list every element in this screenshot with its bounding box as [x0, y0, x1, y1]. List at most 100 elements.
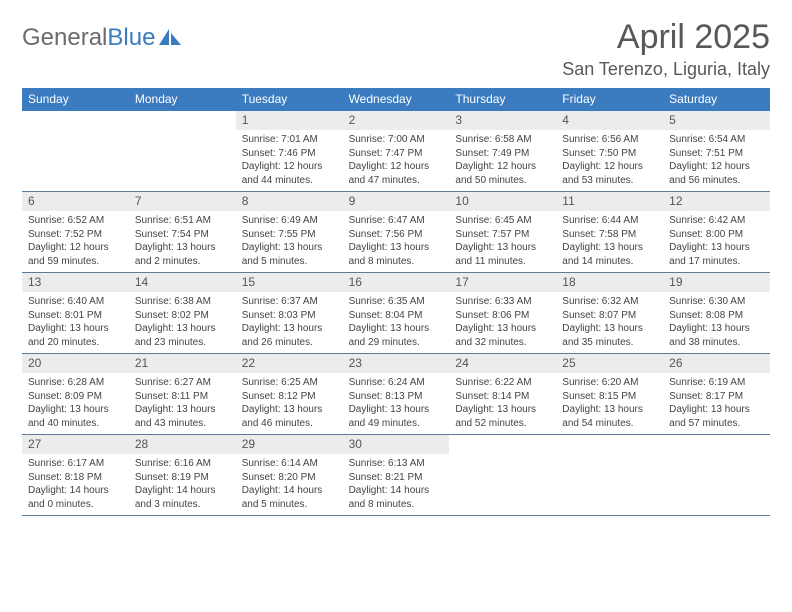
day-cell: 1Sunrise: 7:01 AMSunset: 7:46 PMDaylight…	[236, 111, 343, 191]
day-cell: 9Sunrise: 6:47 AMSunset: 7:56 PMDaylight…	[343, 192, 450, 272]
sunrise-text: Sunrise: 6:33 AM	[455, 295, 550, 309]
day-cell: 14Sunrise: 6:38 AMSunset: 8:02 PMDayligh…	[129, 273, 236, 353]
day-cell: 17Sunrise: 6:33 AMSunset: 8:06 PMDayligh…	[449, 273, 556, 353]
day-number: 3	[449, 111, 556, 130]
sunrise-text: Sunrise: 6:42 AM	[669, 214, 764, 228]
day-number: 19	[663, 273, 770, 292]
location: San Terenzo, Liguria, Italy	[562, 59, 770, 80]
day-body: Sunrise: 6:51 AMSunset: 7:54 PMDaylight:…	[129, 211, 236, 272]
weekday-header: Wednesday	[343, 88, 450, 111]
sunset-text: Sunset: 8:07 PM	[562, 309, 657, 323]
sunset-text: Sunset: 7:49 PM	[455, 147, 550, 161]
sunset-text: Sunset: 8:19 PM	[135, 471, 230, 485]
day-cell: 29Sunrise: 6:14 AMSunset: 8:20 PMDayligh…	[236, 435, 343, 515]
sunset-text: Sunset: 8:08 PM	[669, 309, 764, 323]
sunrise-text: Sunrise: 6:25 AM	[242, 376, 337, 390]
day-number: 9	[343, 192, 450, 211]
week-row: 13Sunrise: 6:40 AMSunset: 8:01 PMDayligh…	[22, 273, 770, 354]
daylight-text: Daylight: 12 hours and 59 minutes.	[28, 241, 123, 268]
sunrise-text: Sunrise: 6:17 AM	[28, 457, 123, 471]
day-cell: 13Sunrise: 6:40 AMSunset: 8:01 PMDayligh…	[22, 273, 129, 353]
daylight-text: Daylight: 13 hours and 14 minutes.	[562, 241, 657, 268]
daylight-text: Daylight: 13 hours and 46 minutes.	[242, 403, 337, 430]
week-row: 27Sunrise: 6:17 AMSunset: 8:18 PMDayligh…	[22, 435, 770, 516]
daylight-text: Daylight: 12 hours and 50 minutes.	[455, 160, 550, 187]
day-body: Sunrise: 6:42 AMSunset: 8:00 PMDaylight:…	[663, 211, 770, 272]
sunrise-text: Sunrise: 6:16 AM	[135, 457, 230, 471]
sunrise-text: Sunrise: 6:28 AM	[28, 376, 123, 390]
sunset-text: Sunset: 8:03 PM	[242, 309, 337, 323]
day-number: 7	[129, 192, 236, 211]
day-cell: 28Sunrise: 6:16 AMSunset: 8:19 PMDayligh…	[129, 435, 236, 515]
day-cell: 27Sunrise: 6:17 AMSunset: 8:18 PMDayligh…	[22, 435, 129, 515]
day-cell: 26Sunrise: 6:19 AMSunset: 8:17 PMDayligh…	[663, 354, 770, 434]
daylight-text: Daylight: 12 hours and 53 minutes.	[562, 160, 657, 187]
logo-text: GeneralBlue	[22, 24, 155, 52]
day-number: 1	[236, 111, 343, 130]
day-cell: 23Sunrise: 6:24 AMSunset: 8:13 PMDayligh…	[343, 354, 450, 434]
sunset-text: Sunset: 7:55 PM	[242, 228, 337, 242]
weekday-header-row: Sunday Monday Tuesday Wednesday Thursday…	[22, 88, 770, 111]
sunrise-text: Sunrise: 6:24 AM	[349, 376, 444, 390]
sunrise-text: Sunrise: 6:38 AM	[135, 295, 230, 309]
daylight-text: Daylight: 13 hours and 8 minutes.	[349, 241, 444, 268]
day-body: Sunrise: 6:22 AMSunset: 8:14 PMDaylight:…	[449, 373, 556, 434]
daylight-text: Daylight: 13 hours and 54 minutes.	[562, 403, 657, 430]
day-body: Sunrise: 7:01 AMSunset: 7:46 PMDaylight:…	[236, 130, 343, 191]
day-body: Sunrise: 6:47 AMSunset: 7:56 PMDaylight:…	[343, 211, 450, 272]
daylight-text: Daylight: 14 hours and 0 minutes.	[28, 484, 123, 511]
day-number: 4	[556, 111, 663, 130]
day-body: Sunrise: 6:49 AMSunset: 7:55 PMDaylight:…	[236, 211, 343, 272]
day-number: 24	[449, 354, 556, 373]
sunset-text: Sunset: 7:54 PM	[135, 228, 230, 242]
day-body: Sunrise: 6:35 AMSunset: 8:04 PMDaylight:…	[343, 292, 450, 353]
sunset-text: Sunset: 8:12 PM	[242, 390, 337, 404]
day-body: Sunrise: 6:20 AMSunset: 8:15 PMDaylight:…	[556, 373, 663, 434]
sunset-text: Sunset: 8:00 PM	[669, 228, 764, 242]
day-number: 30	[343, 435, 450, 454]
sunrise-text: Sunrise: 6:52 AM	[28, 214, 123, 228]
sunset-text: Sunset: 8:06 PM	[455, 309, 550, 323]
day-body: Sunrise: 6:45 AMSunset: 7:57 PMDaylight:…	[449, 211, 556, 272]
sunset-text: Sunset: 8:09 PM	[28, 390, 123, 404]
day-body: Sunrise: 6:24 AMSunset: 8:13 PMDaylight:…	[343, 373, 450, 434]
day-cell	[663, 435, 770, 515]
day-cell: 4Sunrise: 6:56 AMSunset: 7:50 PMDaylight…	[556, 111, 663, 191]
day-cell: 24Sunrise: 6:22 AMSunset: 8:14 PMDayligh…	[449, 354, 556, 434]
day-body: Sunrise: 6:40 AMSunset: 8:01 PMDaylight:…	[22, 292, 129, 353]
sunrise-text: Sunrise: 6:22 AM	[455, 376, 550, 390]
day-body: Sunrise: 6:38 AMSunset: 8:02 PMDaylight:…	[129, 292, 236, 353]
day-number: 18	[556, 273, 663, 292]
sunset-text: Sunset: 7:58 PM	[562, 228, 657, 242]
daylight-text: Daylight: 13 hours and 20 minutes.	[28, 322, 123, 349]
day-cell	[22, 111, 129, 191]
day-body: Sunrise: 6:37 AMSunset: 8:03 PMDaylight:…	[236, 292, 343, 353]
sunrise-text: Sunrise: 6:45 AM	[455, 214, 550, 228]
day-number: 15	[236, 273, 343, 292]
day-number: 12	[663, 192, 770, 211]
daylight-text: Daylight: 12 hours and 56 minutes.	[669, 160, 764, 187]
day-body: Sunrise: 7:00 AMSunset: 7:47 PMDaylight:…	[343, 130, 450, 191]
sunrise-text: Sunrise: 6:35 AM	[349, 295, 444, 309]
sunrise-text: Sunrise: 6:47 AM	[349, 214, 444, 228]
sunset-text: Sunset: 8:02 PM	[135, 309, 230, 323]
daylight-text: Daylight: 13 hours and 26 minutes.	[242, 322, 337, 349]
day-cell: 3 Sunrise: 6:58 AMSunset: 7:49 PMDaylight…	[449, 111, 556, 191]
daylight-text: Daylight: 13 hours and 52 minutes.	[455, 403, 550, 430]
day-cell: 8Sunrise: 6:49 AMSunset: 7:55 PMDaylight…	[236, 192, 343, 272]
day-body: Sunrise: 6:17 AMSunset: 8:18 PMDaylight:…	[22, 454, 129, 515]
day-number: 11	[556, 192, 663, 211]
day-cell	[556, 435, 663, 515]
logo: GeneralBlue	[22, 18, 183, 52]
sunset-text: Sunset: 8:15 PM	[562, 390, 657, 404]
sunrise-text: Sunrise: 6:19 AM	[669, 376, 764, 390]
sunrise-text: Sunrise: 6:27 AM	[135, 376, 230, 390]
day-number: 5	[663, 111, 770, 130]
daylight-text: Daylight: 13 hours and 49 minutes.	[349, 403, 444, 430]
day-cell: 11Sunrise: 6:44 AMSunset: 7:58 PMDayligh…	[556, 192, 663, 272]
sunrise-text: Sunrise: 6:58 AM	[455, 133, 550, 147]
sunset-text: Sunset: 8:14 PM	[455, 390, 550, 404]
day-number: 13	[22, 273, 129, 292]
day-body: Sunrise: 6:14 AMSunset: 8:20 PMDaylight:…	[236, 454, 343, 515]
sunrise-text: Sunrise: 6:30 AM	[669, 295, 764, 309]
